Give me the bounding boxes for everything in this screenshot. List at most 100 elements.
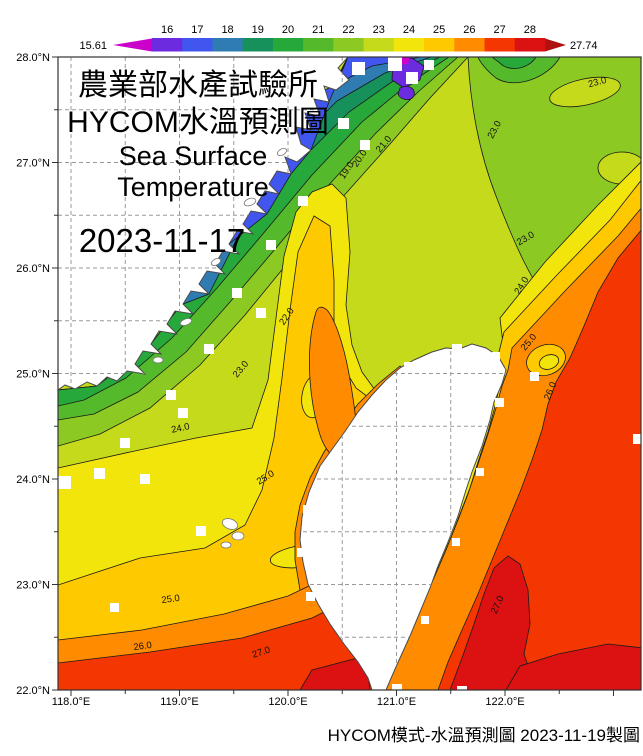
latitude-axis: 28.0°N 27.0°N 26.0°N 25.0°N 24.0°N 23.0°N 22.0…: [16, 52, 50, 697]
colorbar-segment: [303, 38, 334, 52]
no-data-cell: [476, 468, 484, 476]
no-data-cell: [196, 526, 206, 536]
no-data-cell: [360, 140, 370, 150]
title-agency: 農業部水產試驗所: [78, 69, 318, 102]
colorbar-tick-label: 17: [191, 24, 203, 36]
colorbar-segment: [393, 38, 425, 52]
lat-label: 27.0°N: [16, 158, 50, 170]
contour-value-label: 26.0: [133, 640, 153, 653]
no-data-cell: [457, 686, 467, 690]
colorbar-segment: [424, 38, 455, 52]
no-data-cell: [382, 386, 390, 394]
colorbar-segment: [514, 38, 546, 52]
colorbar-segment: [454, 38, 485, 52]
colorbar-tick-label: 21: [312, 24, 324, 36]
contour-value-label: 27.0: [251, 645, 272, 661]
no-data-cell: [178, 408, 188, 418]
penghu-islands: [220, 518, 245, 549]
lat-label: 26.0°N: [16, 263, 50, 275]
colorbar-tick-label: 22: [342, 24, 354, 36]
lat-label: 25.0°N: [16, 369, 50, 381]
forecast-date: 2023-11-17: [79, 222, 245, 259]
colorbar: 16 17 18 19 20 21 22 23 24 25 26 27 28 15.61 27.74: [79, 24, 597, 52]
colorbar-tick-label: 23: [373, 24, 385, 36]
warm-eddy-inner: [538, 354, 560, 370]
axis-ticks: [52, 56, 614, 696]
no-data-cell: [424, 60, 434, 70]
no-data-cell: [306, 592, 315, 601]
colorbar-segment: [272, 38, 304, 52]
colorbar-segment: [242, 38, 274, 52]
no-data-cell: [204, 344, 214, 354]
no-data-cell: [58, 476, 71, 489]
colorbar-segment: [212, 38, 244, 52]
no-data-cell: [338, 118, 349, 129]
no-data-cell: [352, 62, 365, 75]
colorbar-tick-label: 24: [403, 24, 415, 36]
no-data-cell: [110, 603, 119, 612]
title-english-1: Sea Surface: [119, 141, 268, 171]
no-data-cell: [406, 72, 418, 84]
no-data-cell: [298, 196, 308, 206]
no-data-cell: [452, 344, 462, 354]
no-data-cell: [120, 438, 130, 448]
colorbar-segment: [363, 38, 395, 52]
no-data-cell: [530, 372, 539, 381]
sst-map: [58, 57, 641, 690]
colorbar-tick-label: 20: [282, 24, 294, 36]
colorbar-tick-label: 16: [161, 24, 173, 36]
lon-label: 118.0°E: [52, 696, 90, 708]
taiwan-landmass: [299, 343, 507, 690]
lat-label: 22.0°N: [16, 685, 50, 697]
temp-pocket-23: [549, 76, 621, 108]
title-product: HYCOM水溫預測圖: [67, 106, 329, 139]
no-data-cell: [140, 474, 150, 484]
offshore-islets: [152, 147, 287, 364]
lat-label: 24.0°N: [16, 474, 50, 486]
no-data-cell: [94, 468, 105, 479]
no-data-cell: [492, 352, 500, 360]
colorbar-tick-label: 18: [221, 24, 233, 36]
colorbar-segment: [152, 38, 183, 52]
no-data-cell: [392, 684, 402, 690]
no-data-cell: [495, 398, 504, 407]
no-data-cell: [633, 434, 641, 444]
no-data-cell: [452, 538, 460, 546]
colorbar-min-label: 15.61: [79, 40, 107, 52]
title-block: 農業部水產試驗所 HYCOM水溫預測圖 Sea Surface Temperat…: [67, 69, 329, 259]
no-data-cell: [166, 390, 176, 400]
colorbar-tick-label: 25: [433, 24, 445, 36]
temp-band-28-bottom-right: [505, 643, 641, 690]
no-data-cell: [303, 505, 312, 514]
temp-band-16-patch: [397, 86, 415, 100]
lon-label: 121.0°E: [377, 696, 416, 708]
no-data-cell: [256, 308, 266, 318]
colorbar-segment: [333, 38, 365, 52]
no-data-cell: [266, 240, 276, 250]
no-data-cells: [58, 57, 641, 690]
no-data-cell: [297, 548, 306, 557]
contour-value-label: 25.0: [161, 593, 181, 606]
lon-label: 120.0°E: [268, 696, 307, 708]
no-data-cell: [404, 362, 413, 371]
colorbar-tick-label: 27: [494, 24, 506, 36]
footer-caption: HYCOM模式-水溫預測圖 2023-11-19製圖: [328, 726, 640, 745]
temp-band-21-corner: [477, 57, 561, 84]
no-data-cell: [421, 616, 429, 624]
title-english-2: Temperature: [117, 172, 269, 202]
lat-label: 23.0°N: [16, 580, 50, 592]
longitude-axis: 118.0°E 119.0°E 120.0°E 121.0°E 122.0°E: [52, 696, 525, 708]
colorbar-left-arrow: [113, 38, 152, 52]
colorbar-segment: [182, 38, 213, 52]
colorbar-tick-label: 28: [524, 24, 536, 36]
colorbar-right-arrow: [545, 38, 566, 52]
no-data-cell: [232, 288, 242, 298]
lon-label: 119.0°E: [160, 696, 198, 708]
colorbar-tick-label: 19: [252, 24, 264, 36]
colorbar-tick-label: 26: [463, 24, 475, 36]
contour-value-label: 23.0: [587, 75, 608, 90]
lon-label: 122.0°E: [485, 696, 524, 708]
colorbar-max-label: 27.74: [570, 40, 598, 52]
colorbar-segment: [484, 38, 516, 52]
